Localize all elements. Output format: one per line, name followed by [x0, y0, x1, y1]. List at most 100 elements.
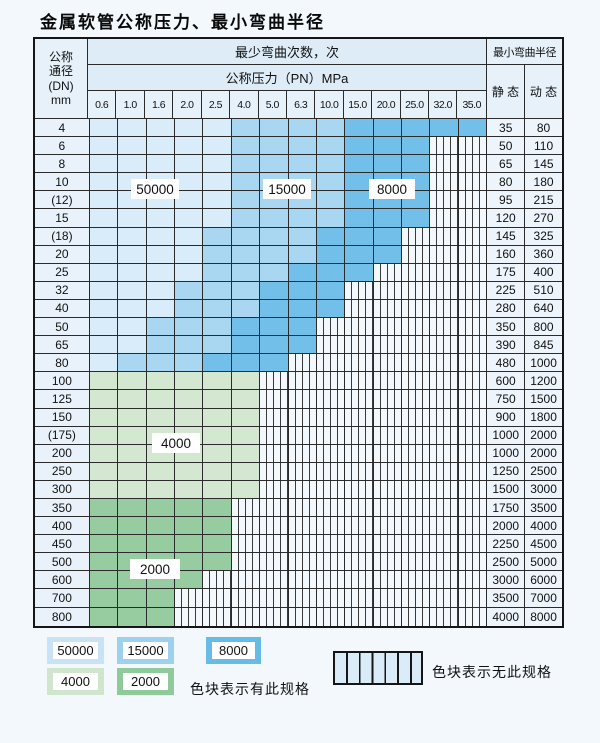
spec-available-cell: [260, 281, 289, 299]
pressure-header: 公称压力（PN）MPa: [88, 65, 486, 91]
no-spec-cell: [288, 390, 317, 408]
no-spec-cell: [458, 191, 488, 209]
no-spec-cell: [458, 318, 488, 336]
spec-available-cell: [260, 137, 289, 155]
spec-available-cell: [203, 155, 232, 173]
spec-available-cell: [174, 517, 204, 535]
spec-available-cell: [89, 390, 119, 408]
no-spec-cell: [316, 426, 346, 444]
no-spec-cell: [174, 607, 204, 626]
spec-available-cell: [89, 517, 119, 535]
no-spec-cell: [316, 408, 346, 426]
spec-available-cell: [174, 191, 204, 209]
dn-cell: (18): [35, 227, 90, 245]
spec-available-cell: [146, 299, 175, 318]
spec-available-cell: [174, 281, 204, 299]
spec-available-cell: [231, 444, 261, 462]
spec-available-cell: [203, 119, 232, 137]
spec-available-cell: [203, 209, 232, 227]
spec-available-cell: [89, 354, 119, 372]
no-spec-cell: [458, 607, 488, 626]
no-spec-cell: [458, 444, 488, 462]
pressure-col-label: 6.3: [287, 91, 316, 118]
spec-available-cell: [231, 281, 261, 299]
static-radius-cell: 3000: [487, 571, 526, 589]
spec-available-cell: [260, 119, 289, 137]
no-spec-cell: [402, 444, 431, 462]
static-radius-cell: 160: [487, 245, 526, 263]
no-spec-cell: [430, 354, 459, 372]
dynamic-radius-cell: 180: [525, 173, 562, 191]
no-spec-cell: [345, 535, 374, 553]
no-spec-cell: [458, 589, 488, 607]
pressure-col-label: 5.0: [259, 91, 287, 118]
spec-available-cell: [89, 535, 119, 553]
table-row: 8 65 145: [35, 155, 562, 174]
no-spec-cell: [316, 390, 346, 408]
spec-available-cell: [203, 535, 232, 553]
no-spec-cell: [345, 571, 374, 589]
spec-available-cell: [146, 535, 175, 553]
pressure-col-label: 10.0: [315, 91, 344, 118]
no-spec-cell: [316, 607, 346, 626]
spec-available-cell: [231, 209, 261, 227]
dynamic-radius-cell: 640: [525, 299, 562, 318]
legend-available-note: 色块表示有此规格: [190, 681, 310, 697]
spec-available-cell: [174, 408, 204, 426]
no-spec-cell: [458, 372, 488, 390]
no-spec-cell: [458, 462, 488, 480]
table-row: 125 750 1500: [35, 390, 562, 409]
dn-cell: 4: [35, 119, 90, 137]
spec-available-cell: [89, 498, 119, 517]
spec-available-cell: [203, 263, 232, 281]
spec-available-cell: [89, 408, 119, 426]
spec-available-cell: [174, 299, 204, 318]
no-spec-cell: [458, 336, 488, 354]
bend-times-header: 最少弯曲次数，次: [88, 39, 486, 65]
no-spec-cell: [458, 263, 488, 281]
spec-available-cell: [174, 535, 204, 553]
spec-available-cell: [89, 553, 119, 571]
no-spec-cell: [373, 372, 403, 390]
spec-available-cell: [174, 336, 204, 354]
no-spec-cell: [260, 553, 289, 571]
static-radius-cell: 4000: [487, 607, 526, 626]
no-spec-cell: [430, 408, 459, 426]
spec-available-cell: [146, 245, 175, 263]
dn-cell: 450: [35, 535, 90, 553]
table-row: 700 3500 7000: [35, 589, 562, 608]
static-radius-cell: 80: [487, 173, 526, 191]
pressure-col-label: 1.6: [145, 91, 174, 118]
dynamic-radius-cell: 80: [525, 119, 562, 137]
no-spec-cell: [430, 372, 459, 390]
spec-available-cell: [89, 155, 119, 173]
table-row: 100 600 1200: [35, 372, 562, 391]
no-spec-cell: [402, 227, 431, 245]
spec-available-cell: [231, 245, 261, 263]
spec-available-cell: [174, 119, 204, 137]
spec-available-cell: [146, 607, 175, 626]
spec-available-cell: [174, 571, 204, 589]
dynamic-radius-cell: 800: [525, 318, 562, 336]
no-spec-cell: [288, 553, 317, 571]
spec-available-cell: [118, 462, 147, 480]
table-row: 150 900 1800: [35, 408, 562, 427]
spec-available-cell: [146, 119, 175, 137]
spec-available-cell: [288, 137, 317, 155]
spec-available-cell: [231, 119, 261, 137]
spec-available-cell: [146, 408, 175, 426]
legend-swatch-2000-label: 2000: [123, 673, 168, 690]
dynamic-radius-cell: 1800: [525, 408, 562, 426]
no-spec-cell: [260, 426, 289, 444]
spec-available-cell: [146, 517, 175, 535]
static-radius-cell: 35: [487, 119, 526, 137]
no-spec-cell: [458, 408, 488, 426]
no-spec-cell: [174, 589, 204, 607]
static-radius-cell: 1750: [487, 498, 526, 517]
dn-cell: 100: [35, 372, 90, 390]
dynamic-radius-cell: 3500: [525, 498, 562, 517]
spec-available-cell: [260, 227, 289, 245]
spec-available-cell: [260, 354, 289, 372]
spec-available-cell: [89, 444, 119, 462]
table-row: (18) 145 325: [35, 227, 562, 246]
